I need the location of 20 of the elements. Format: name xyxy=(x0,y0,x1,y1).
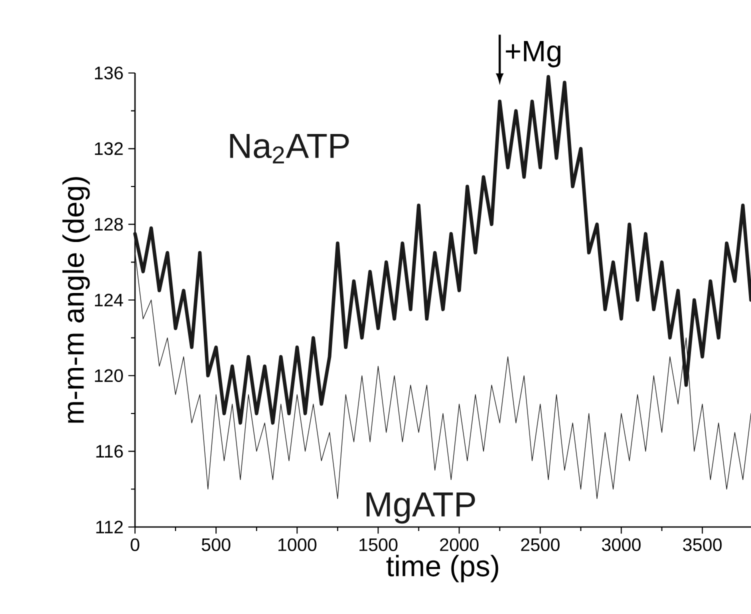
y-tick-label: 120 xyxy=(94,369,123,382)
x-tick-label: 1000 xyxy=(278,538,316,552)
x-tick-label: 2000 xyxy=(440,538,479,552)
x-tick-label: 1500 xyxy=(360,538,398,552)
x-tick-label: 2500 xyxy=(521,538,560,552)
series-label: MgATP xyxy=(366,492,475,524)
y-tick-label: 132 xyxy=(94,142,123,156)
y-tick-label: 136 xyxy=(94,66,123,80)
x-tick-label: 3000 xyxy=(602,538,641,552)
y-tick-label: 124 xyxy=(94,294,124,306)
x-axis-title: time (ps) xyxy=(386,554,498,582)
y-tick-label: 128 xyxy=(94,218,123,231)
x-tick-label: 0 xyxy=(130,538,140,552)
annotation: +Mg xyxy=(506,41,560,68)
text: Na$_{2}$ATP xyxy=(230,134,349,164)
x-tick-label: 3500 xyxy=(683,538,722,552)
y-tick-label: 116 xyxy=(96,444,123,458)
x-tick-label: 500 xyxy=(202,538,230,552)
y-axis-title: m-m-m angle (deg) xyxy=(62,177,90,423)
y-tick-label: 112 xyxy=(96,520,123,534)
